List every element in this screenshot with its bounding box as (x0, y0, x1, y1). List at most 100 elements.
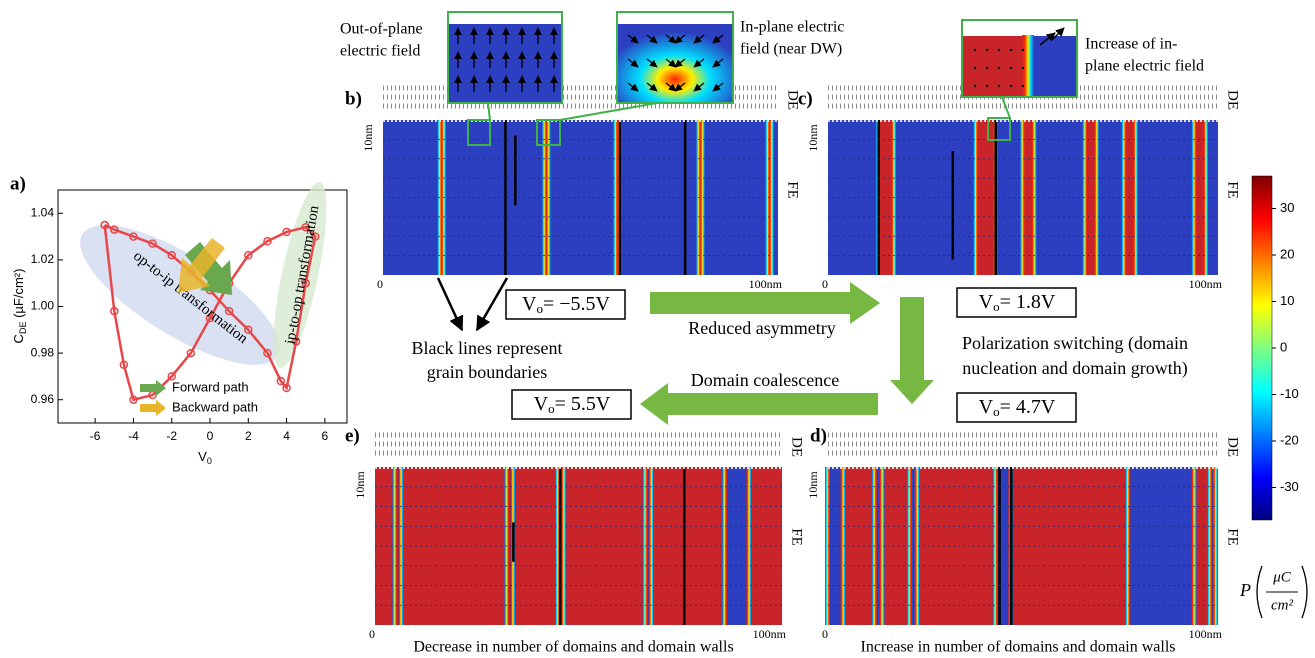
transition-label: Reduced asymmetry (688, 318, 835, 338)
axis-end: 100nm (749, 277, 783, 291)
panel-caption: Increase in number of domains and domain… (860, 639, 1175, 656)
field-dot (1022, 85, 1024, 87)
field-dot (998, 67, 1000, 69)
fe-label: FE (1225, 528, 1241, 546)
y-tick-label: 1.04 (31, 205, 55, 219)
paren (1257, 566, 1262, 618)
voltage-value: = −5.5V (543, 293, 611, 315)
x-label-symbol: V (198, 449, 207, 464)
colorbar-tick-label: 20 (1280, 246, 1294, 261)
axis-end: 100nm (1189, 277, 1223, 291)
field-dot (1022, 67, 1024, 69)
inset-caption: Increase of in- (1085, 36, 1177, 53)
grain-note: grain boundaries (427, 362, 547, 382)
x-tick-label: -6 (90, 429, 101, 443)
x-tick-label: 6 (322, 429, 329, 443)
colorbar-tick-label: -20 (1280, 432, 1299, 447)
field-dot (986, 85, 988, 87)
colorbar-den: cm² (1271, 597, 1293, 613)
field-dot (1010, 49, 1012, 51)
legend-label: Backward path (172, 399, 258, 414)
voltage-label: Vo= 5.5V (534, 393, 611, 416)
x-tick-label: -4 (128, 429, 139, 443)
pointer (477, 278, 507, 330)
panel-letter: b) (345, 88, 362, 109)
flow-arrow (890, 297, 934, 404)
panel-letter: e) (345, 425, 360, 446)
voltage-symbol: V (522, 293, 537, 315)
fe-label: FE (785, 181, 801, 199)
fe-label: FE (789, 528, 805, 546)
figure: a)-6-4-202460.960.981.001.021.04V0CDE (µ… (0, 0, 1315, 658)
field-dot (974, 67, 976, 69)
voltage-value: = 1.8V (1000, 291, 1056, 313)
voltage-value: = 4.7V (1000, 396, 1056, 418)
de-label: DE (789, 437, 805, 457)
zoom-link (560, 103, 657, 120)
voltage-symbol: V (979, 291, 994, 313)
y-tick-label: 0.98 (31, 345, 55, 359)
scale-label: 10nm (806, 471, 820, 499)
x-tick-label: 0 (207, 429, 214, 443)
field-dot (1010, 85, 1012, 87)
x-tick-label: -2 (166, 429, 177, 443)
fe-label: FE (1225, 181, 1241, 199)
paren (1302, 566, 1307, 618)
voltage-label: Vo= 1.8V (979, 291, 1056, 314)
transition-label: nucleation and domain growth) (962, 358, 1187, 379)
y-tick-label: 1.02 (31, 252, 55, 266)
field-dot (1010, 67, 1012, 69)
y-axis-label: CDE (µF/cm²) (11, 269, 28, 344)
voltage-value: = 5.5V (555, 393, 611, 415)
inset-map (1030, 36, 1077, 97)
y-tick-label: 1.00 (31, 299, 55, 313)
colorbar-tick-label: -10 (1280, 386, 1299, 401)
panel-letter: c) (798, 88, 813, 109)
y-label-sub: DE (18, 322, 28, 335)
inset-caption: Out-of-plane (340, 21, 423, 38)
transition-label: Polarization switching (domain (962, 333, 1188, 354)
chart-label: a) (10, 173, 26, 194)
field-dot (974, 85, 976, 87)
field-dot (986, 49, 988, 51)
voltage-symbol: V (534, 393, 549, 415)
field-dot (998, 85, 1000, 87)
x-label-sub: 0 (207, 456, 212, 466)
grain-note: Black lines represent (412, 338, 563, 358)
axis-start: 0 (822, 277, 828, 291)
axis-start: 0 (369, 627, 375, 641)
panel-letter: d) (810, 425, 827, 446)
x-tick-label: 4 (283, 429, 290, 443)
inset-map (448, 24, 562, 103)
de-label: DE (1225, 90, 1241, 110)
colorbar-num: μC (1272, 569, 1292, 585)
colorbar-tick-label: 0 (1280, 339, 1287, 354)
voltage-symbol: V (979, 396, 994, 418)
colorbar (1252, 176, 1272, 520)
axis-end: 100nm (1189, 627, 1223, 641)
colorbar-tick-label: -30 (1280, 479, 1299, 494)
inset-caption: In-plane electric (740, 19, 844, 36)
x-axis-label: V0 (198, 449, 212, 466)
voltage-label: Vo= 4.7V (979, 396, 1056, 419)
inset-caption: electric field (340, 43, 420, 60)
transition-label: Domain coalescence (691, 370, 839, 390)
axis-end: 100nm (753, 627, 787, 641)
scale-label: 10nm (353, 471, 367, 499)
field-dot (998, 49, 1000, 51)
de-label: DE (1225, 437, 1241, 457)
panel-caption: Decrease in number of domains and domain… (413, 639, 733, 656)
inset-caption: plane electric field (1085, 58, 1204, 75)
axis-start: 0 (377, 277, 383, 291)
scale-label: 10nm (361, 124, 375, 152)
legend-label: Forward path (172, 379, 249, 394)
pointer (438, 278, 462, 330)
y-label-symbol: C (11, 334, 26, 343)
x-tick-label: 2 (245, 429, 252, 443)
axis-start: 0 (822, 627, 828, 641)
y-label-unit: (µF/cm²) (11, 269, 26, 322)
zoom-link (488, 103, 490, 120)
colorbar-tick-label: 10 (1280, 293, 1294, 308)
field-dot (974, 49, 976, 51)
